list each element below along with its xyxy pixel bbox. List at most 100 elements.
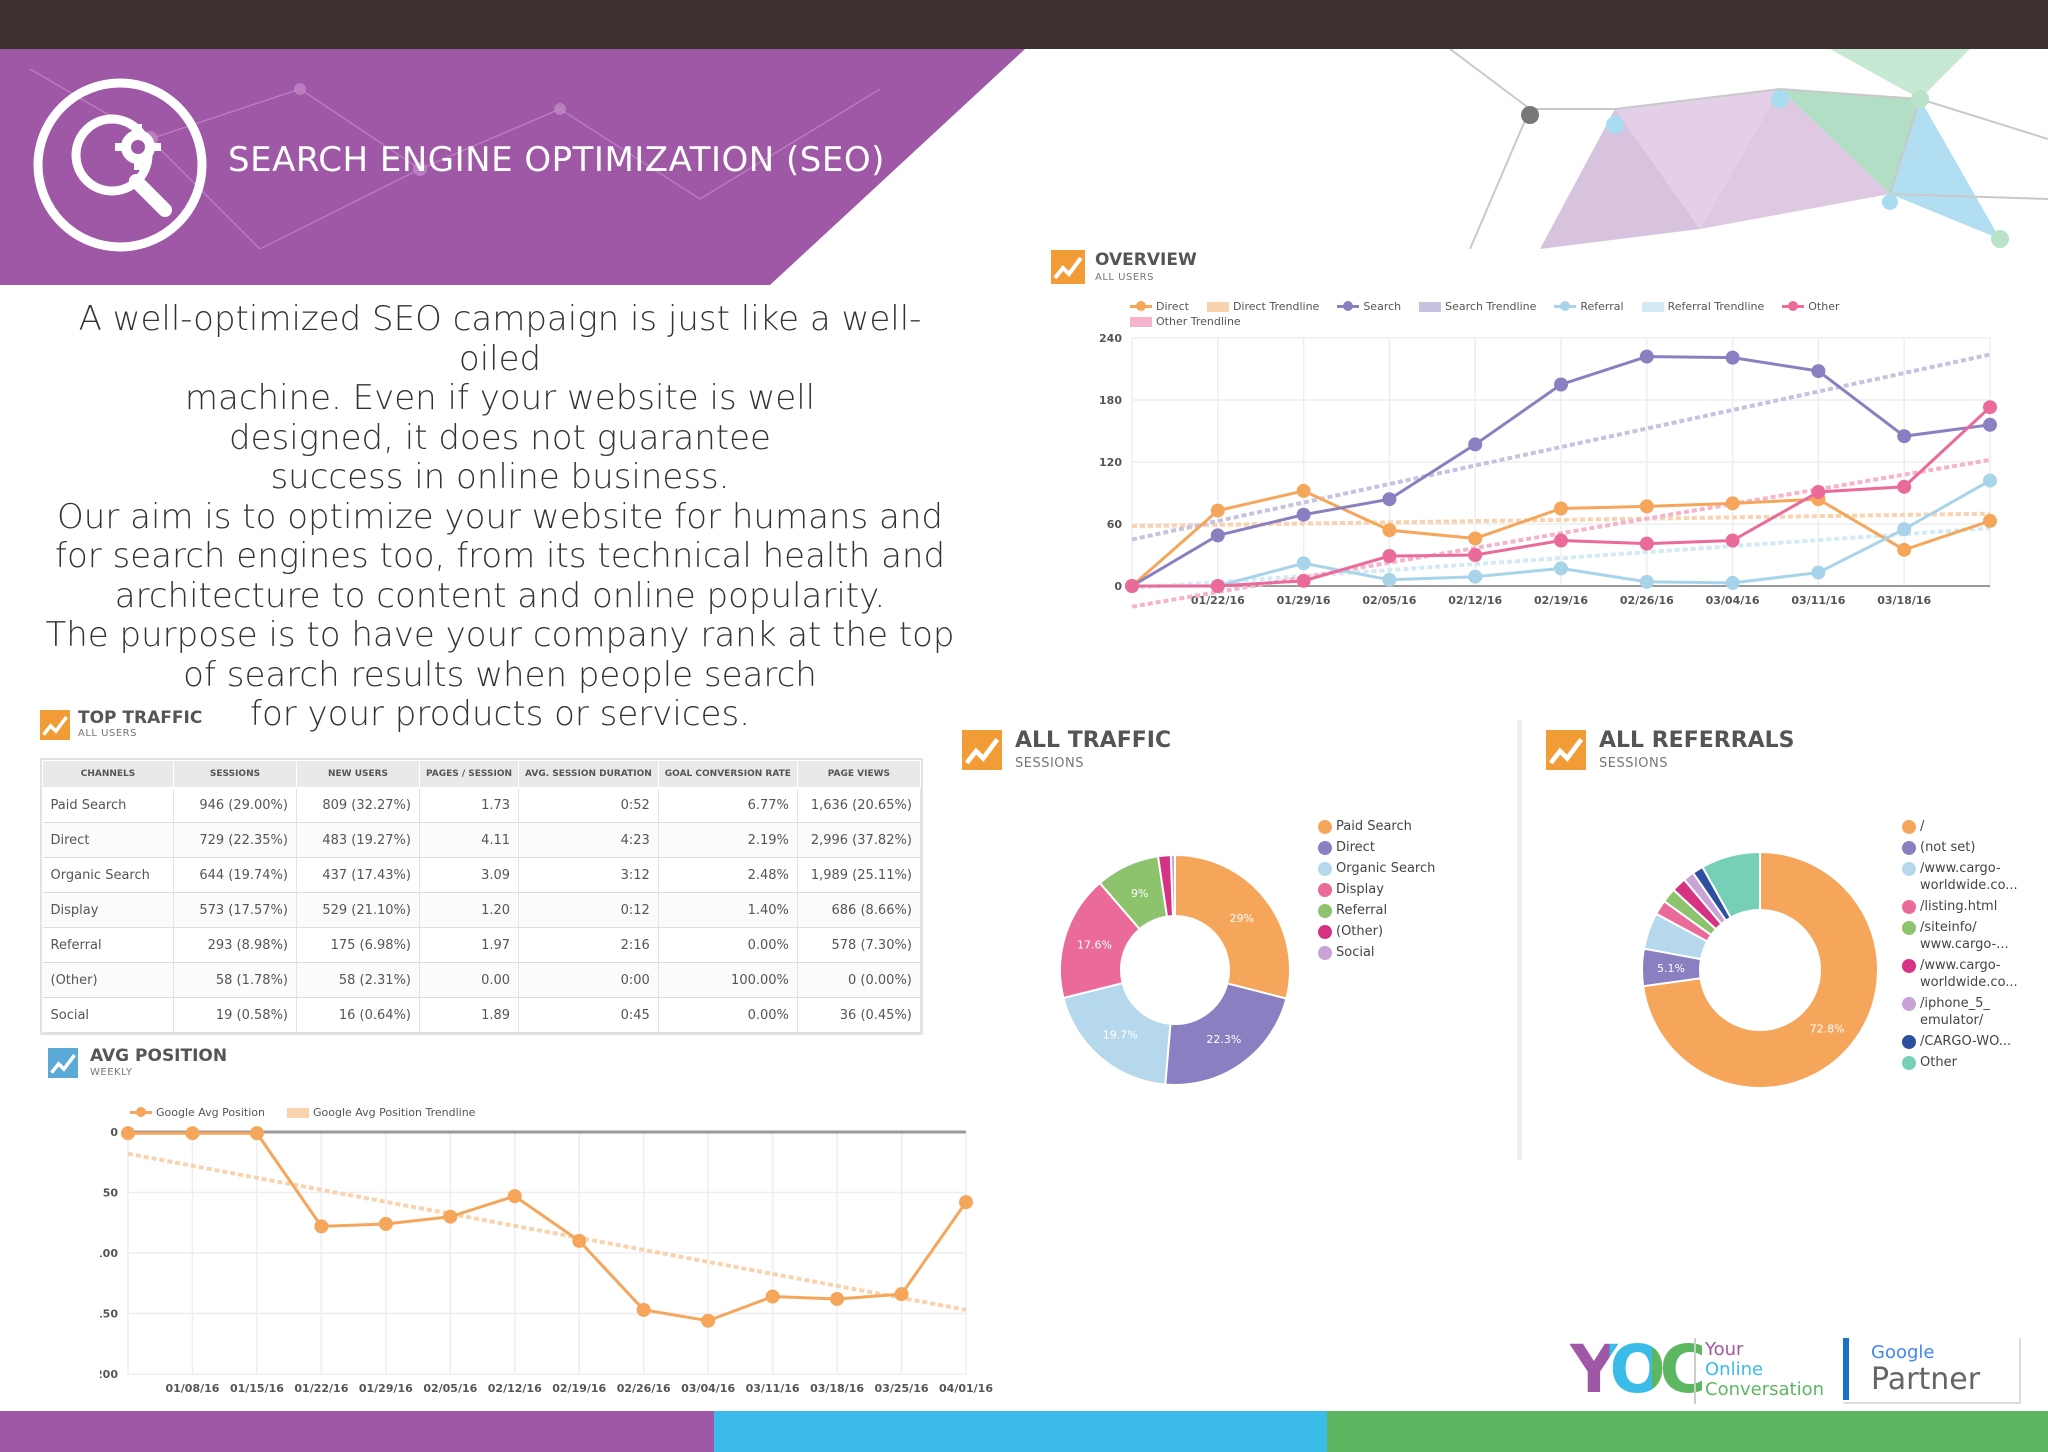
legend-label: Display xyxy=(1336,882,1384,897)
legend-item[interactable]: /CARGO-WO... xyxy=(1902,1033,2037,1050)
column-header[interactable]: NEW USERS xyxy=(296,760,420,788)
data-point xyxy=(507,1189,522,1204)
legend-swatch xyxy=(130,1107,152,1117)
legend-item[interactable]: Other xyxy=(1902,1054,2037,1071)
data-point xyxy=(1554,377,1568,392)
slice-label: 17.6% xyxy=(1077,939,1112,952)
legend-item[interactable]: Referral Trendline xyxy=(1641,300,1765,313)
legend-item[interactable]: Referral xyxy=(1554,300,1624,313)
data-point xyxy=(1554,533,1568,548)
data-point xyxy=(572,1233,587,1248)
data-point xyxy=(1382,572,1397,587)
legend-label: /www.cargo-worldwide.co... xyxy=(1920,861,2018,893)
legend-item[interactable]: (Other) xyxy=(1318,923,1448,940)
legend-label: Google Avg Position xyxy=(156,1106,265,1119)
legend-dot xyxy=(1902,1056,1916,1070)
table-cell: 1.73 xyxy=(419,787,520,823)
column-header[interactable]: PAGES / SESSION xyxy=(418,760,520,788)
table-row[interactable]: Direct 729 (22.35%) 483 (19.27%) 4.11 4:23 2.… xyxy=(42,822,921,858)
table-row[interactable]: Organic Search 644 (19.74%) 437 (17.43%) 3.… xyxy=(42,857,921,893)
legend-item[interactable]: Referral xyxy=(1318,902,1448,919)
table-cell: Referral xyxy=(42,927,174,963)
legend-item[interactable]: /www.cargo-worldwide.co... xyxy=(1902,860,2037,894)
legend-item[interactable]: /listing.html xyxy=(1902,898,2037,915)
legend-item[interactable]: / xyxy=(1902,818,2037,835)
column-header[interactable]: AVG. SESSION DURATION xyxy=(518,760,659,788)
legend-item[interactable]: Google Avg Position xyxy=(130,1106,265,1119)
table-row[interactable]: (Other) 58 (1.78%) 58 (2.31%) 0.00 0:00 100.0… xyxy=(42,962,921,998)
column-header[interactable]: GOAL CONVERSION RATE xyxy=(657,760,798,788)
overview-legend: Direct Direct Trendline Search Search Trend… xyxy=(1130,300,1900,328)
slice-label: 9% xyxy=(1131,887,1148,900)
all-referrals-icon xyxy=(1546,730,1586,770)
legend-item[interactable]: Direct xyxy=(1318,839,1448,856)
x-tick-label: 02/19/16 xyxy=(1534,594,1588,607)
all-traffic-subtitle: SESSIONS xyxy=(1015,756,1085,771)
legend-item[interactable]: /siteinfo/www.cargo-... xyxy=(1902,919,2037,953)
top-traffic-subtitle: ALL USERS xyxy=(78,728,137,739)
donut-slice xyxy=(1641,850,1879,1089)
overview-title: OVERVIEW xyxy=(1095,250,1197,270)
table-cell: 1,636 (20.65%) xyxy=(797,787,921,823)
all-referrals-donut: 72.8% 5.1% xyxy=(1641,850,1879,1089)
avg-position-title: AVG POSITION xyxy=(90,1046,228,1066)
legend-dot xyxy=(1902,1035,1916,1049)
table-cell: 2,996 (37.82%) xyxy=(797,822,921,858)
table-cell: 58 (1.78%) xyxy=(173,962,297,998)
legend-marker xyxy=(1560,301,1571,311)
legend-marker xyxy=(1788,301,1799,311)
legend-label: Referral Trendline xyxy=(1667,300,1765,313)
donut-slice xyxy=(1059,881,1142,1000)
brand-line: Online xyxy=(1705,1359,1764,1380)
column-header[interactable]: SESSIONS xyxy=(173,760,297,788)
y-tick-label: 150 xyxy=(100,1308,118,1321)
legend-dot xyxy=(1902,841,1916,855)
legend-item[interactable]: Direct Trendline xyxy=(1206,300,1320,313)
table-row[interactable]: Social 19 (0.58%) 16 (0.64%) 1.89 0:45 0.00% 3… xyxy=(42,997,921,1033)
y-tick-label: 120 xyxy=(1100,456,1122,469)
legend-item[interactable]: Direct xyxy=(1130,300,1189,313)
table-row[interactable]: Display 573 (17.57%) 529 (21.10%) 1.20 0:12 1… xyxy=(42,892,921,928)
table-header-row: CHANNELS SESSIONS NEW USERS PAGES / SESS… xyxy=(42,760,921,788)
table-cell: 100.00% xyxy=(658,962,798,998)
data-point xyxy=(1983,400,1997,415)
legend-label: /www.cargo-worldwide.co... xyxy=(1920,958,2018,990)
table-cell: 0.00% xyxy=(658,997,798,1033)
legend-dot xyxy=(1318,820,1332,834)
table-cell: Display xyxy=(42,892,174,928)
legend-item[interactable]: Search Trendline xyxy=(1419,300,1536,313)
legend-item[interactable]: Other xyxy=(1782,300,1840,313)
intro-paragraph: A well-optimized SEO campaign is just li… xyxy=(40,299,960,735)
data-point xyxy=(830,1291,845,1306)
top-traffic-icon xyxy=(40,710,70,740)
legend-item[interactable]: Social xyxy=(1318,944,1448,961)
trendline xyxy=(1131,526,1991,591)
legend-item[interactable]: Organic Search xyxy=(1318,860,1448,877)
legend-item[interactable]: Other Trendline xyxy=(1130,315,1241,328)
table-cell: 686 (8.66%) xyxy=(797,892,921,928)
legend-swatch xyxy=(1419,301,1442,312)
y-tick-label: 200 xyxy=(100,1368,118,1381)
legend-item[interactable]: Display xyxy=(1318,881,1448,898)
legend-item[interactable]: /iphone_5_ emulator/ xyxy=(1902,995,2037,1029)
legend-label: (Other) xyxy=(1336,924,1384,939)
data-point xyxy=(1639,349,1654,364)
column-header[interactable]: PAGE VIEWS xyxy=(796,760,921,788)
column-header[interactable]: CHANNELS xyxy=(42,760,174,788)
legend-item[interactable]: Search xyxy=(1337,300,1401,313)
data-point xyxy=(1382,549,1397,564)
legend-label: /iphone_5_ emulator/ xyxy=(1920,996,1990,1028)
table-row[interactable]: Referral 293 (8.98%) 175 (6.98%) 1.97 2:16 0.… xyxy=(42,927,921,963)
legend-item[interactable]: Paid Search xyxy=(1318,818,1448,835)
partner-text: Partner xyxy=(1871,1362,1981,1397)
legend-label: Other Trendline xyxy=(1156,315,1241,328)
legend-item[interactable]: (not set) xyxy=(1902,839,2037,856)
legend-label: Direct Trendline xyxy=(1232,300,1320,313)
overview-subtitle: ALL USERS xyxy=(1095,272,1154,283)
table-row[interactable]: Paid Search 946 (29.00%) 809 (32.27%) 1.73 0… xyxy=(42,787,921,823)
table-cell: 0:45 xyxy=(518,997,659,1033)
legend-item[interactable]: Google Avg Position Trendline xyxy=(287,1106,475,1119)
intro-line: designed, it does not guarantee xyxy=(229,417,771,458)
legend-item[interactable]: /www.cargo-worldwide.co... xyxy=(1902,957,2037,991)
table-cell: 3.09 xyxy=(419,857,520,893)
